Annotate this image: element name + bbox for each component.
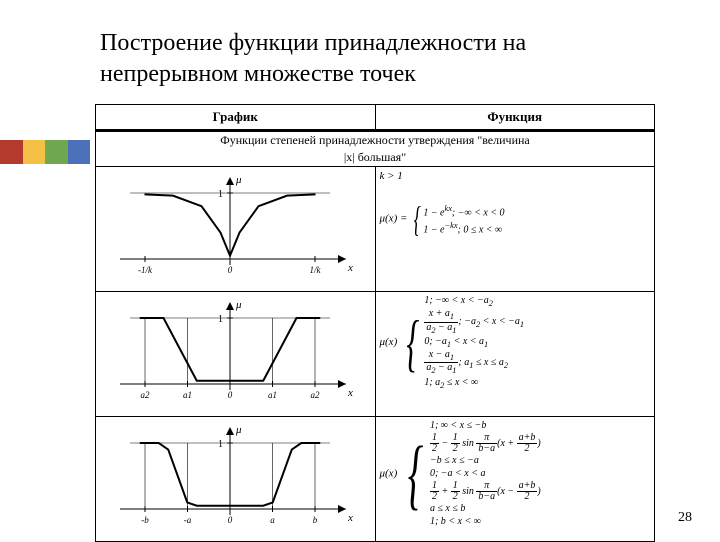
svg-text:1: 1	[218, 189, 223, 200]
svg-text:μ: μ	[235, 174, 242, 186]
svg-text:x: x	[347, 262, 353, 274]
accent-seg-1	[0, 140, 23, 164]
accent-seg-4	[68, 140, 91, 164]
section-caption-row-2: |x| большая"	[96, 149, 655, 167]
header-col-function: Функция	[375, 105, 655, 131]
svg-text:0: 0	[228, 265, 233, 275]
svg-text:-1/k: -1/k	[138, 265, 153, 275]
svg-text:x: x	[347, 512, 353, 524]
svg-text:1: 1	[218, 314, 223, 325]
formula-block-3: μ(x) { 1; ∞ < x ≤ −b12 − 12 sin πb−a(x +…	[380, 419, 651, 529]
accent-seg-3	[45, 140, 68, 164]
membership-table: График Функция Функции степеней принадле…	[95, 104, 655, 542]
pieces-1: 1 − ekx; −∞ < x < 01 − e−kx; 0 ≤ x < ∞	[423, 203, 504, 237]
page-number: 28	[678, 510, 692, 526]
graph-cell-3: μ 1 x -b -a 0 a b	[96, 417, 376, 542]
svg-text:x: x	[347, 387, 353, 399]
svg-text:a1: a1	[268, 390, 277, 400]
svg-text:0: 0	[228, 390, 233, 400]
formula-cell-3: μ(x) { 1; ∞ < x ≤ −b12 − 12 sin πb−a(x +…	[375, 417, 655, 542]
svg-text:μ: μ	[235, 299, 242, 311]
formula-block-1: μ(x) = { 1 − ekx; −∞ < x < 01 − e−kx; 0 …	[380, 194, 651, 244]
svg-text:a2: a2	[311, 390, 321, 400]
svg-text:-b: -b	[141, 515, 149, 525]
mu-label-3: μ(x)	[380, 467, 398, 479]
svg-text:a2: a2	[141, 390, 151, 400]
pieces-2: 1; −∞ < x < −a2x + a1a2 − a1; −a2 < x < …	[424, 294, 524, 391]
brace-icon: {	[414, 194, 421, 244]
mu-label-1: μ(x) =	[380, 213, 408, 225]
table-row: μ 1 x -1/k 0 1/k k > 1 μ(x) = { 1 − ekx; −∞ <…	[96, 167, 655, 292]
table-row: μ 1 x a2 a1 0 a1 a2 μ(x) { 1; −∞ < x < −a2x + a…	[96, 292, 655, 417]
mu-label-2: μ(x)	[380, 336, 398, 348]
graph-2: μ 1 x a2 a1 0 a1 a2	[100, 294, 360, 410]
slide-accent-bars	[0, 140, 90, 164]
pieces-3: 1; ∞ < x ≤ −b12 − 12 sin πb−a(x + a+b2)−…	[430, 419, 541, 529]
formula-cell-1: k > 1 μ(x) = { 1 − ekx; −∞ < x < 01 − e−…	[375, 167, 655, 292]
svg-text:-a: -a	[184, 515, 192, 525]
section-caption-2: |x| большая"	[96, 149, 655, 167]
graph-cell-2: μ 1 x a2 a1 0 a1 a2	[96, 292, 376, 417]
svg-text:a: a	[270, 515, 275, 525]
formula-cell-2: μ(x) { 1; −∞ < x < −a2x + a1a2 − a1; −a2…	[375, 292, 655, 417]
header-col-graph: График	[96, 105, 376, 131]
svg-text:μ: μ	[235, 424, 242, 436]
svg-text:1: 1	[218, 439, 223, 450]
graph-cell-1: μ 1 x -1/k 0 1/k	[96, 167, 376, 292]
slide-title: Построение функции принадлежности на неп…	[100, 28, 650, 90]
svg-text:b: b	[313, 515, 318, 525]
formula-pre-1: k > 1	[380, 169, 651, 184]
table-row: μ 1 x -b -a 0 a b μ(x) { 1; ∞ < x ≤ −b12 − 12 s…	[96, 417, 655, 542]
svg-text:0: 0	[228, 515, 233, 525]
svg-text:a1: a1	[183, 390, 192, 400]
formula-block-2: μ(x) { 1; −∞ < x < −a2x + a1a2 − a1; −a2…	[380, 294, 651, 391]
graph-3: μ 1 x -b -a 0 a b	[100, 419, 360, 535]
section-caption-row: Функции степеней принадлежности утвержде…	[96, 131, 655, 150]
table-header-row: График Функция	[96, 105, 655, 131]
section-caption-1: Функции степеней принадлежности утвержде…	[96, 131, 655, 150]
accent-seg-2	[23, 140, 46, 164]
graph-1: μ 1 x -1/k 0 1/k	[100, 169, 360, 285]
brace-icon: {	[406, 298, 419, 388]
svg-text:1/k: 1/k	[310, 265, 322, 275]
brace-icon: {	[408, 419, 424, 528]
